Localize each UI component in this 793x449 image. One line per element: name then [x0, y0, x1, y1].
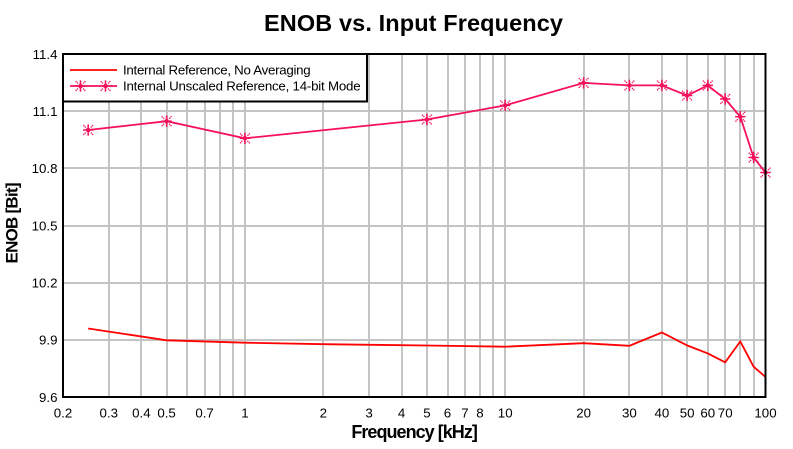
svg-text:2: 2 — [320, 406, 327, 421]
svg-text:9.9: 9.9 — [39, 333, 58, 348]
svg-text:9.6: 9.6 — [39, 390, 58, 405]
svg-text:3: 3 — [365, 406, 372, 421]
svg-text:11.4: 11.4 — [33, 47, 58, 62]
svg-text:1: 1 — [241, 406, 248, 421]
svg-text:0.4: 0.4 — [132, 406, 151, 421]
svg-text:10.2: 10.2 — [32, 276, 58, 291]
svg-text:100: 100 — [754, 406, 776, 421]
svg-text:0.5: 0.5 — [157, 406, 176, 421]
svg-text:Internal Reference, No Averagi: Internal Reference, No Averaging — [123, 63, 311, 78]
svg-text:8: 8 — [476, 406, 483, 421]
svg-text:0.7: 0.7 — [195, 406, 214, 421]
svg-text:50: 50 — [680, 406, 695, 421]
svg-text:60: 60 — [700, 406, 715, 421]
svg-text:0.2: 0.2 — [54, 406, 73, 421]
svg-text:10.8: 10.8 — [32, 161, 58, 176]
svg-text:ENOB [Bit]: ENOB [Bit] — [3, 183, 22, 264]
svg-text:10.5: 10.5 — [32, 218, 58, 233]
svg-text:30: 30 — [622, 406, 637, 421]
svg-text:5: 5 — [423, 406, 430, 421]
svg-text:4: 4 — [398, 406, 405, 421]
svg-text:ENOB vs. Input Frequency: ENOB vs. Input Frequency — [264, 10, 563, 36]
svg-text:Frequency [kHz]: Frequency [kHz] — [351, 422, 477, 442]
svg-text:7: 7 — [461, 406, 468, 421]
svg-text:70: 70 — [718, 406, 733, 421]
svg-text:Internal Unscaled Reference, 1: Internal Unscaled Reference, 14-bit Mode — [123, 79, 361, 94]
svg-text:11.1: 11.1 — [33, 104, 58, 119]
svg-text:0.3: 0.3 — [100, 406, 119, 421]
svg-text:40: 40 — [655, 406, 670, 421]
svg-text:6: 6 — [444, 406, 451, 421]
svg-text:10: 10 — [498, 406, 513, 421]
svg-text:20: 20 — [576, 406, 591, 421]
